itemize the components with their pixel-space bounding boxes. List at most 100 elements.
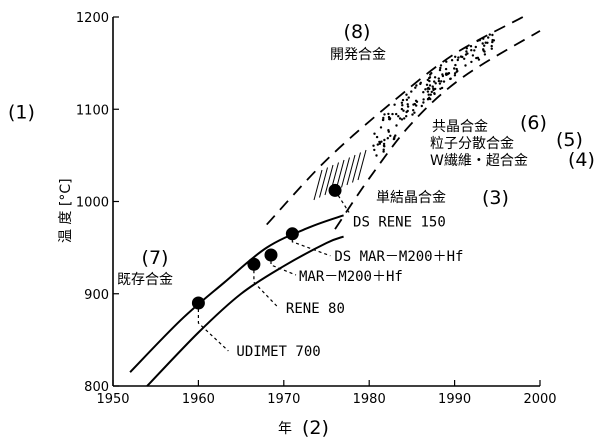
stipple-dot xyxy=(437,79,441,83)
stipple-dot xyxy=(438,82,442,85)
stipple-dot xyxy=(430,72,433,75)
stipple-dot xyxy=(490,47,493,50)
fiber-alloy-label: W繊維・超合金 xyxy=(430,153,528,169)
stipple-dot xyxy=(445,60,448,63)
stipple-dot xyxy=(414,99,418,103)
stipple-dot xyxy=(391,112,394,116)
alloy-bands xyxy=(129,16,541,387)
stipple-dot xyxy=(474,45,477,49)
stipple-dot xyxy=(383,113,386,116)
stipple-dot xyxy=(401,104,404,107)
stipple-dot xyxy=(382,150,385,153)
stipple-dot xyxy=(382,148,385,151)
stipple-dot xyxy=(437,77,440,80)
stipple-dot xyxy=(413,102,416,106)
existing-alloy-upper-curve xyxy=(129,214,344,373)
stipple-dot xyxy=(433,92,436,95)
point-label: DS RENE 150 xyxy=(353,214,446,230)
stipple-dot xyxy=(454,55,457,58)
stipple-dot xyxy=(406,109,409,113)
stipple-dot xyxy=(405,93,408,96)
stipple-dot xyxy=(473,49,476,52)
stipple-dot xyxy=(444,67,448,71)
stipple-dot xyxy=(442,80,446,83)
stipple-dot xyxy=(439,64,443,67)
stipple-dot xyxy=(400,101,404,105)
x-tick-label: 1960 xyxy=(182,392,215,407)
stipple-dot xyxy=(382,142,386,146)
point-label: UDIMET 700 xyxy=(236,344,320,360)
stipple-dot xyxy=(373,148,376,152)
stipple-dot xyxy=(464,53,468,56)
stipple-dot xyxy=(415,104,418,107)
x-tick-label: 1950 xyxy=(96,392,129,407)
axes: 1950 1960 1970 1980 1990 2000 800 900 1000 1100 12… xyxy=(8,11,557,439)
stipple-dot xyxy=(471,54,475,57)
x-tick-label: 1990 xyxy=(438,392,471,407)
y-axis-title: 温 度 [°C] xyxy=(58,178,74,243)
stipple-dot xyxy=(402,109,405,112)
stipple-dot xyxy=(428,76,431,80)
stipple-dot xyxy=(422,91,425,94)
stipple-dot xyxy=(486,41,489,44)
stipple-dot xyxy=(434,82,437,85)
stipple-dot xyxy=(400,107,404,111)
leader-line xyxy=(334,190,350,213)
leader-line xyxy=(197,302,229,352)
stipple-dot xyxy=(487,36,490,39)
stipple-dot xyxy=(438,68,442,72)
stipple-dot xyxy=(453,74,457,77)
stipple-dot xyxy=(393,103,396,106)
stipple-dot xyxy=(420,104,423,108)
x-axis-number: (2) xyxy=(302,417,329,439)
stipple-dot xyxy=(482,49,485,52)
y-tick-label: 1200 xyxy=(76,11,109,26)
stipple-dot xyxy=(400,118,404,121)
stipple-dot xyxy=(453,67,456,70)
stipple-dot xyxy=(430,90,433,94)
data-point xyxy=(285,227,299,241)
stipple-dot xyxy=(381,118,385,122)
stipple-dot xyxy=(376,143,379,146)
stipple-dot xyxy=(419,82,422,86)
stipple-dot xyxy=(422,101,425,104)
stipple-dot xyxy=(401,98,405,102)
stipple-dot xyxy=(449,77,452,81)
stipple-dot xyxy=(389,134,392,137)
stipple-dot xyxy=(414,86,417,89)
stipple-dot xyxy=(465,47,468,50)
stipple-dot xyxy=(491,38,494,42)
stipple-dot xyxy=(465,50,468,53)
stipple-dot xyxy=(483,53,487,56)
stipple-dot xyxy=(406,103,409,106)
stipple-dot xyxy=(426,90,430,93)
stipple-dot xyxy=(433,80,436,83)
stipple-dot xyxy=(403,117,406,120)
stipple-dot xyxy=(439,66,442,70)
stipple-dot xyxy=(457,56,460,59)
stipple-dot xyxy=(375,154,378,157)
x-axis-title: 年 xyxy=(278,421,292,437)
stipple-dot xyxy=(412,109,415,112)
stipple-dot xyxy=(470,60,473,64)
stipple-dot xyxy=(405,115,408,118)
stipple-dot xyxy=(413,111,416,114)
single-crystal-label: 単結晶合金 xyxy=(376,190,446,206)
ods-number: (5) xyxy=(556,129,583,151)
stipple-dot xyxy=(387,130,390,133)
stipple-dot xyxy=(456,58,459,62)
stipple-dot xyxy=(441,73,444,76)
developing-alloy-label: 開発合金 xyxy=(330,47,386,63)
annotations: UDIMET 700 RENE 80 MAR－M200＋Hf DS MAR－M200＋… xyxy=(117,21,595,360)
stipple-dot xyxy=(395,124,398,127)
stipple-dot xyxy=(375,135,379,139)
stipple-dot xyxy=(455,67,458,71)
stipple-dot xyxy=(491,40,494,44)
stipple-dot xyxy=(470,49,473,52)
y-tick-label: 1000 xyxy=(76,196,109,211)
stipple-dot xyxy=(426,97,430,101)
stipple-dot xyxy=(372,144,375,147)
stipple-dot xyxy=(422,98,425,101)
y-tick-label: 900 xyxy=(84,288,109,303)
